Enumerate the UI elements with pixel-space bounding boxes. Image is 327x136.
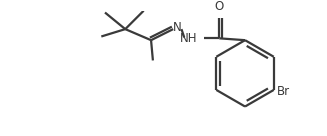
- Text: Br: Br: [277, 85, 290, 98]
- Text: NH: NH: [180, 32, 197, 45]
- Text: N: N: [172, 21, 181, 34]
- Text: O: O: [215, 0, 224, 13]
